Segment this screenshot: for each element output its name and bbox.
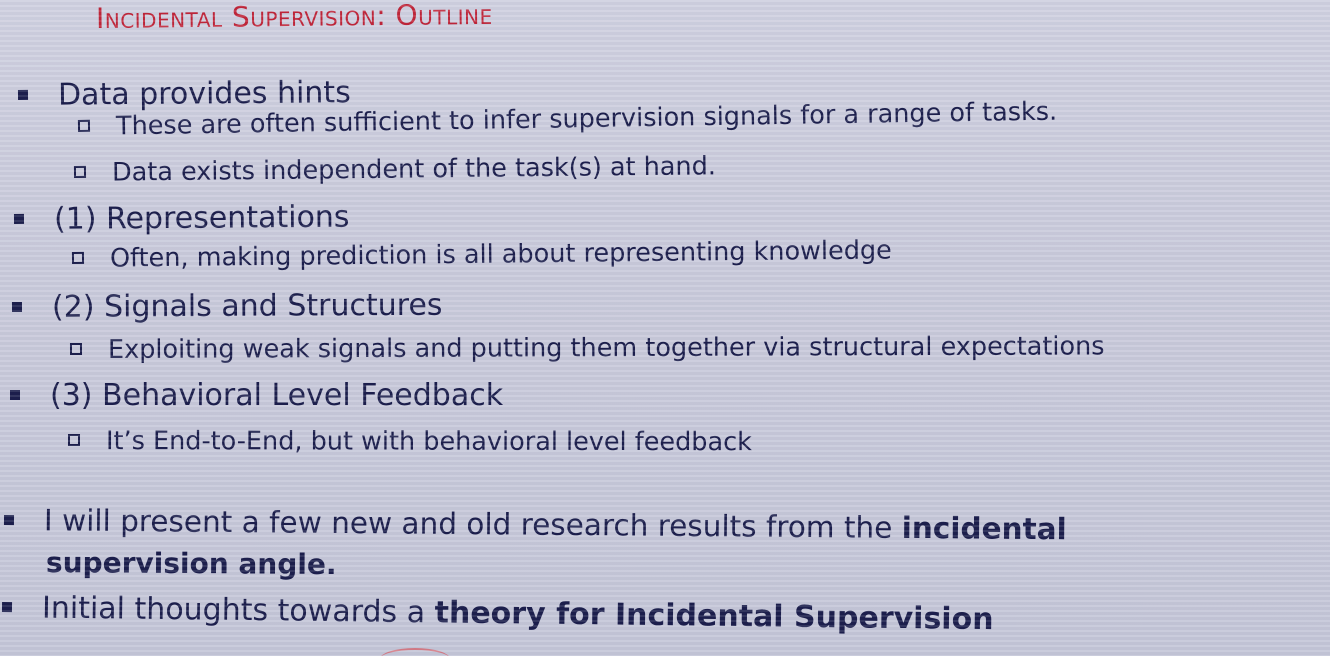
sub-bullet-item-prediction: Often, making prediction is all about re… (71, 235, 892, 274)
bullet-text: (3) Behavioral Level Feedback (50, 378, 504, 413)
hollow-square-bullet-icon (67, 434, 81, 447)
bullet-item-theory: Initial thoughts towards a theory for In… (1, 590, 994, 638)
hollow-square-bullet-icon (71, 251, 85, 264)
sub-bullet-text: Often, making prediction is all about re… (109, 235, 892, 274)
square-bullet-icon (17, 89, 29, 100)
sub-bullet-item-weak-signals: Exploiting weak signals and putting them… (69, 331, 1105, 365)
square-bullet-icon (13, 213, 25, 224)
sub-bullet-item-end-to-end: It’s End-to-End, but with behavioral lev… (67, 426, 752, 458)
sub-bullet-text: Data exists independent of the task(s) a… (111, 151, 717, 188)
sub-bullet-item-data-exists: Data exists independent of the task(s) a… (73, 151, 717, 188)
square-bullet-icon (3, 514, 15, 525)
bullet-bold-text: incidental (901, 510, 1067, 547)
bullet-text: Initial thoughts towards a (41, 590, 435, 631)
bullet-text: I will present a few new and old researc… (43, 503, 902, 545)
bullet-bold-text: theory for Incidental Supervision (434, 595, 994, 638)
hollow-square-bullet-icon (73, 165, 87, 178)
sub-bullet-text: Exploiting weak signals and putting them… (107, 331, 1105, 365)
bullet-item-representations: (1) Representations (13, 199, 350, 237)
slide-title: Incidental Supervision: Outline (95, 0, 493, 35)
hollow-square-bullet-icon (69, 342, 83, 355)
square-bullet-icon (10, 389, 20, 400)
bullet-text: (1) Representations (53, 199, 350, 237)
bullet-item-data-provides-hints: Data provides hints (17, 75, 351, 113)
bullet-item-present-results: I will present a few new and old researc… (3, 503, 1067, 547)
hollow-square-bullet-icon (77, 119, 91, 132)
bullet-text: Data provides hints (57, 75, 351, 113)
decorative-arc (380, 648, 450, 656)
bullet-item-signals-structures: (2) Signals and Structures (11, 287, 443, 325)
bullet-text: (2) Signals and Structures (51, 287, 443, 325)
bullet-continuation: supervision angle. (45, 546, 337, 582)
square-bullet-icon (1, 601, 13, 612)
sub-bullet-text: It’s End-to-End, but with behavioral lev… (105, 426, 752, 458)
bullet-item-behavioral-feedback: (3) Behavioral Level Feedback (10, 378, 503, 413)
square-bullet-icon (11, 301, 23, 312)
